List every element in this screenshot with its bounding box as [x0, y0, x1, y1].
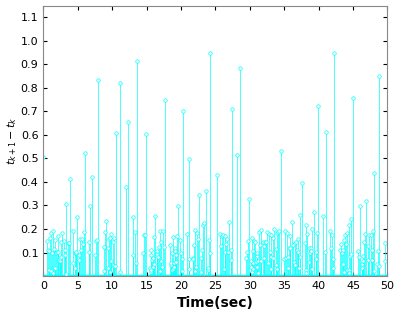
X-axis label: Time(sec): Time(sec) — [177, 296, 254, 310]
Y-axis label: $t_{k+1}-t_k$: $t_{k+1}-t_k$ — [6, 117, 19, 165]
